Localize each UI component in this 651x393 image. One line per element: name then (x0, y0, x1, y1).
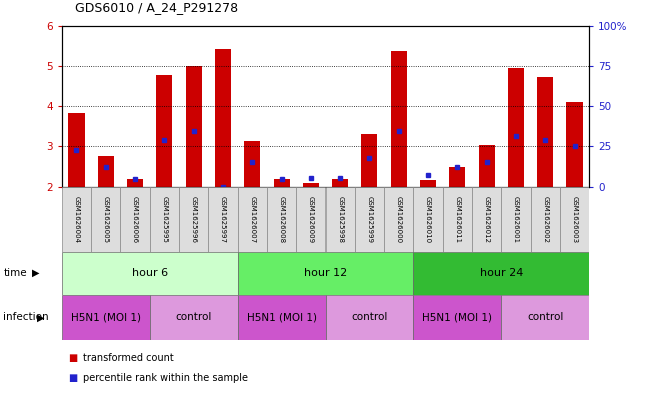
Bar (273, 180, 290, 187)
Text: GSM1625996: GSM1625996 (191, 196, 197, 242)
Text: GSM1626008: GSM1626008 (279, 196, 284, 242)
Bar (244, 141, 260, 187)
Text: transformed count: transformed count (83, 353, 173, 364)
Bar (566, 102, 583, 187)
Text: hour 6: hour 6 (132, 268, 168, 278)
Bar (384, 187, 413, 252)
Text: GSM1626009: GSM1626009 (308, 196, 314, 242)
Bar (156, 75, 173, 187)
Text: GSM1625995: GSM1625995 (161, 196, 167, 242)
Bar (91, 187, 120, 252)
Bar (478, 145, 495, 187)
Bar (98, 156, 114, 187)
Text: ■: ■ (68, 353, 77, 364)
Bar (127, 180, 143, 187)
Bar (531, 187, 560, 252)
Bar (501, 295, 589, 340)
Text: control: control (527, 312, 563, 322)
Text: GSM1626000: GSM1626000 (396, 196, 402, 242)
Text: H5N1 (MOI 1): H5N1 (MOI 1) (422, 312, 492, 322)
Text: time: time (3, 268, 27, 278)
Text: GSM1625999: GSM1625999 (367, 196, 372, 242)
Bar (560, 187, 589, 252)
Bar (391, 51, 407, 187)
Bar (501, 187, 531, 252)
Bar (355, 187, 384, 252)
Text: GSM1626005: GSM1626005 (103, 196, 109, 242)
Bar (413, 252, 589, 295)
Text: H5N1 (MOI 1): H5N1 (MOI 1) (247, 312, 316, 322)
Bar (150, 187, 179, 252)
Bar (443, 187, 472, 252)
Bar (267, 187, 296, 252)
Text: GSM1626003: GSM1626003 (572, 196, 577, 242)
Bar (120, 187, 150, 252)
Text: GSM1626012: GSM1626012 (484, 196, 490, 242)
Bar (62, 187, 91, 252)
Bar (238, 187, 267, 252)
Text: ▶: ▶ (32, 268, 40, 278)
Bar (326, 187, 355, 252)
Text: hour 24: hour 24 (480, 268, 523, 278)
Text: GSM1626010: GSM1626010 (425, 196, 431, 242)
Bar (68, 113, 85, 187)
Bar (186, 66, 202, 187)
Text: hour 12: hour 12 (304, 268, 347, 278)
Text: ■: ■ (68, 373, 77, 383)
Bar (303, 183, 319, 187)
Bar (296, 187, 326, 252)
Text: GSM1625997: GSM1625997 (220, 196, 226, 242)
Text: control: control (352, 312, 387, 322)
Bar (537, 77, 553, 187)
Text: GSM1625998: GSM1625998 (337, 196, 343, 242)
Bar (413, 187, 443, 252)
Text: GSM1626011: GSM1626011 (454, 196, 460, 242)
Text: control: control (176, 312, 212, 322)
Bar (238, 252, 413, 295)
Bar (449, 167, 465, 187)
Text: GSM1626004: GSM1626004 (74, 196, 79, 242)
Text: GDS6010 / A_24_P291278: GDS6010 / A_24_P291278 (75, 1, 238, 15)
Text: GSM1626007: GSM1626007 (249, 196, 255, 242)
Bar (361, 134, 378, 187)
Bar (62, 295, 150, 340)
Text: GSM1626006: GSM1626006 (132, 196, 138, 242)
Bar (332, 180, 348, 187)
Text: ▶: ▶ (37, 312, 45, 322)
Text: GSM1626002: GSM1626002 (542, 196, 548, 242)
Bar (215, 49, 231, 187)
Bar (413, 295, 501, 340)
Text: infection: infection (3, 312, 49, 322)
Bar (472, 187, 501, 252)
Bar (238, 295, 326, 340)
Bar (508, 68, 524, 187)
Bar (62, 252, 238, 295)
Text: H5N1 (MOI 1): H5N1 (MOI 1) (71, 312, 141, 322)
Bar (326, 295, 413, 340)
Bar (208, 187, 238, 252)
Text: GSM1626001: GSM1626001 (513, 196, 519, 242)
Text: percentile rank within the sample: percentile rank within the sample (83, 373, 247, 383)
Bar (420, 180, 436, 187)
Bar (179, 187, 208, 252)
Bar (150, 295, 238, 340)
